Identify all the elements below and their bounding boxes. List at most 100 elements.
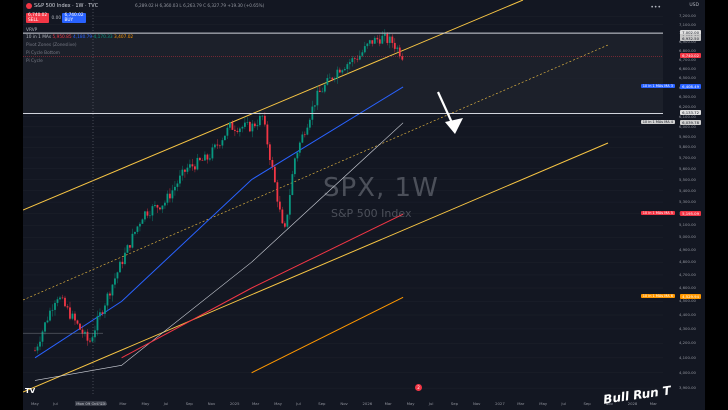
legend-pivot[interactable]: Pivot Zones (Zoneslive) — [26, 43, 77, 48]
ma-label-tag: 10 in 1 MAs MA 4 — [640, 119, 675, 124]
legend-cycle-bottom[interactable]: Pi Cycle Bottom — [26, 51, 60, 56]
buy-button[interactable]: 6,740.02 BUY — [62, 13, 86, 23]
time-tick-label: Sep — [185, 401, 193, 406]
candle-body — [238, 128, 241, 132]
price-tag: 4,529.94 — [680, 294, 701, 300]
candle-body — [341, 70, 344, 73]
candle-body — [74, 313, 76, 321]
candle-body — [104, 305, 106, 314]
candle-body — [36, 346, 39, 351]
legend-vrvp[interactable]: VRVP — [26, 28, 38, 33]
candle-body — [318, 90, 321, 93]
time-tick-label: May — [31, 401, 39, 406]
price-tag: 7,002.00 — [680, 30, 701, 36]
moving-averages — [34, 86, 404, 381]
candle-body — [101, 312, 104, 314]
candle-body — [243, 122, 246, 127]
time-tick-label: Mar — [252, 401, 260, 406]
candle-body — [174, 186, 176, 191]
sell-button[interactable]: 6,740.02 SELL — [26, 13, 50, 23]
candle-body — [169, 193, 171, 199]
down-arrow-annotation — [436, 91, 463, 134]
legend-cycle[interactable]: Pi Cycle — [26, 59, 43, 64]
legend-ma-name: 10 in 1 MAs — [26, 35, 52, 40]
more-options-icon[interactable]: ••• — [650, 4, 661, 11]
candle-body — [336, 69, 339, 79]
time-tick-label: May — [274, 401, 282, 406]
price-tick-label: 6,200.00 — [679, 103, 696, 109]
candle-body — [79, 323, 81, 330]
candle-body — [378, 39, 381, 44]
candle-body — [54, 302, 56, 310]
candle-body — [51, 309, 54, 311]
candle-body — [306, 127, 309, 135]
candle-body — [296, 152, 299, 159]
candle-body — [291, 174, 294, 196]
candle-body — [358, 55, 361, 60]
candle-body — [248, 121, 251, 132]
time-tick-label: Sep — [583, 401, 591, 406]
ma-line — [121, 213, 404, 359]
time-tick-label: Mar — [119, 401, 127, 406]
time-tick-label: Nov — [207, 401, 216, 406]
candle-body — [368, 40, 371, 44]
legend-ma[interactable]: 10 in 1 MAs 5,950.85 4,180.79 4,170.33 3… — [26, 35, 133, 40]
price-tag: 6,133.72 — [680, 110, 701, 116]
candle-body — [286, 214, 289, 227]
candle-body — [363, 46, 366, 53]
candle-body — [271, 160, 274, 167]
candle-body — [283, 223, 286, 227]
candle-body — [89, 340, 91, 342]
time-tick-label: May — [539, 401, 548, 406]
candle-body — [376, 37, 379, 40]
price-tick-label: 3,900.00 — [679, 385, 696, 391]
candle-body — [76, 320, 79, 324]
price-tick-label: 5,100.00 — [679, 222, 696, 228]
candle-body — [64, 297, 66, 307]
price-tick-label: 5,700.00 — [679, 154, 696, 160]
ma-line — [34, 122, 404, 381]
watermark-name: S&P 500 Index — [331, 207, 412, 220]
candle-body — [393, 42, 396, 49]
candle-body — [131, 233, 134, 248]
candle-body — [316, 90, 319, 106]
symbol-title[interactable]: S&P 500 Index · 1W · TVC — [34, 3, 99, 9]
candle-body — [171, 190, 174, 199]
event-marker-icon[interactable]: 2 — [415, 384, 422, 391]
price-tick-label: 5,600.00 — [679, 165, 696, 171]
candle-body — [231, 122, 234, 130]
spread: 0.00 — [51, 16, 62, 21]
candle-body — [253, 123, 256, 127]
channel-upper — [23, 0, 524, 211]
candle-body — [381, 35, 384, 44]
time-tick-label: Nov — [473, 401, 481, 406]
ohlc-readout: 6,289.02 H 6,360.03 L 6,263.79 C 6,327.7… — [135, 3, 265, 8]
candle-body — [288, 195, 291, 215]
candle-body — [151, 206, 154, 216]
candle-body — [139, 223, 141, 227]
candle-body — [211, 147, 214, 159]
candle-body — [373, 37, 376, 44]
candle-body — [293, 158, 296, 175]
currency-label[interactable]: USD — [689, 3, 699, 8]
trade-buttons: 6,740.02 SELL 0.00 6,740.02 BUY — [26, 13, 87, 23]
candle-body — [184, 169, 186, 172]
time-tick-label: May — [406, 401, 415, 406]
price-tick-label: 4,100.00 — [679, 354, 696, 360]
candle-body — [181, 169, 184, 176]
price-chart[interactable] — [23, 0, 705, 410]
candle-body — [114, 278, 116, 285]
price-tick-label: 4,400.00 — [679, 311, 696, 317]
candle-body — [141, 219, 144, 224]
time-tick-label: Mar — [517, 401, 525, 406]
candle-body — [111, 284, 114, 296]
candle-body — [56, 299, 59, 303]
candle-body — [119, 261, 121, 273]
candle-body — [388, 36, 391, 43]
candle-body — [109, 293, 111, 296]
candle-body — [154, 205, 156, 207]
price-tick-label: 5,000.00 — [679, 234, 696, 240]
time-tick-label: 2026 — [362, 401, 373, 406]
time-tick-label: Mar — [384, 401, 392, 406]
candle-body — [228, 122, 231, 128]
